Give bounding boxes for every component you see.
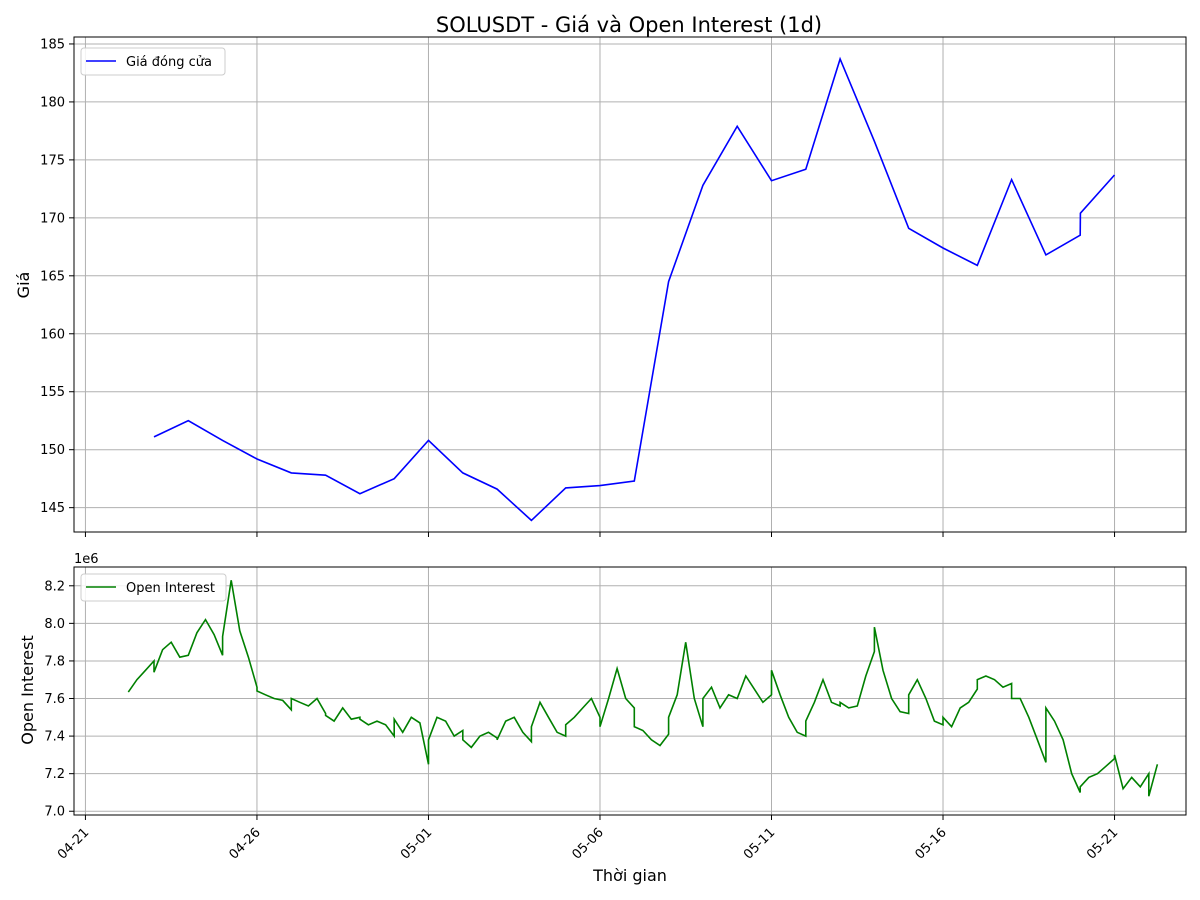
oi-grid (74, 567, 1186, 815)
price-y-axis-label: Giá (14, 272, 33, 299)
price-grid (74, 37, 1186, 532)
x-tick-label: 04-26 (226, 825, 263, 862)
price-y-ticks: 145 150 155 160 165 170 175 180 185 (40, 37, 74, 516)
oi-legend-box (80, 573, 227, 602)
oi-y-tick-label: 7.6 (44, 692, 65, 707)
oi-y-tick-label: 7.8 (44, 654, 65, 669)
x-tick-label: 05-11 (741, 825, 778, 862)
x-tick-label: 05-01 (398, 825, 435, 862)
oi-legend: Open Interest (80, 573, 227, 602)
price-y-tick-label: 165 (40, 269, 65, 284)
oi-y-tick-label: 8.0 (44, 617, 65, 632)
x-tick-label: 05-16 (913, 825, 950, 862)
x-axis-label: Thời gian (592, 866, 667, 885)
price-axes-frame (73, 36, 1187, 533)
price-y-tick-label: 145 (40, 501, 65, 516)
price-series-line (153, 56, 1116, 522)
price-y-tick-label: 155 (40, 385, 65, 400)
oi-x-ticks: 04-21 04-26 05-01 05-06 05-11 05-16 05-21 (55, 815, 1121, 863)
price-y-tick-label: 185 (40, 37, 65, 52)
x-tick-label: 05-21 (1084, 825, 1121, 862)
price-y-tick-label: 170 (40, 211, 65, 226)
chart-title: SOLUSDT - Giá và Open Interest (1d) (436, 13, 822, 37)
price-x-ticks (84, 532, 1116, 537)
x-tick-label: 04-21 (55, 825, 92, 862)
oi-y-axis-label: Open Interest (18, 635, 37, 744)
price-y-tick-label: 150 (40, 443, 65, 458)
oi-offset-label: 1e6 (74, 552, 99, 567)
oi-axes-frame (73, 566, 1187, 816)
price-y-tick-label: 160 (40, 327, 65, 342)
oi-legend-label: Open Interest (126, 581, 215, 596)
oi-y-tick-label: 7.2 (44, 767, 65, 782)
price-legend-box (80, 47, 226, 76)
oi-y-tick-label: 7.4 (44, 730, 65, 745)
price-legend: Giá đóng cửa (80, 47, 226, 76)
price-legend-label: Giá đóng cửa (126, 55, 212, 70)
price-panel: 145 150 155 160 165 170 175 180 185 Giá Giá đóng… (14, 36, 1187, 537)
oi-y-ticks: 7.0 7.2 7.4 7.6 7.8 8.0 8.2 (44, 579, 74, 820)
price-y-tick-label: 175 (40, 153, 65, 168)
open-interest-panel: 04-21 04-26 05-01 05-06 05-11 05-16 05-21 7.07… (18, 552, 1187, 885)
x-tick-label: 05-06 (569, 825, 606, 862)
price-y-tick-label: 180 (40, 95, 65, 110)
oi-y-tick-label: 7.0 (44, 805, 65, 820)
oi-series-line (127, 580, 1159, 797)
oi-y-tick-label: 8.2 (44, 579, 65, 594)
